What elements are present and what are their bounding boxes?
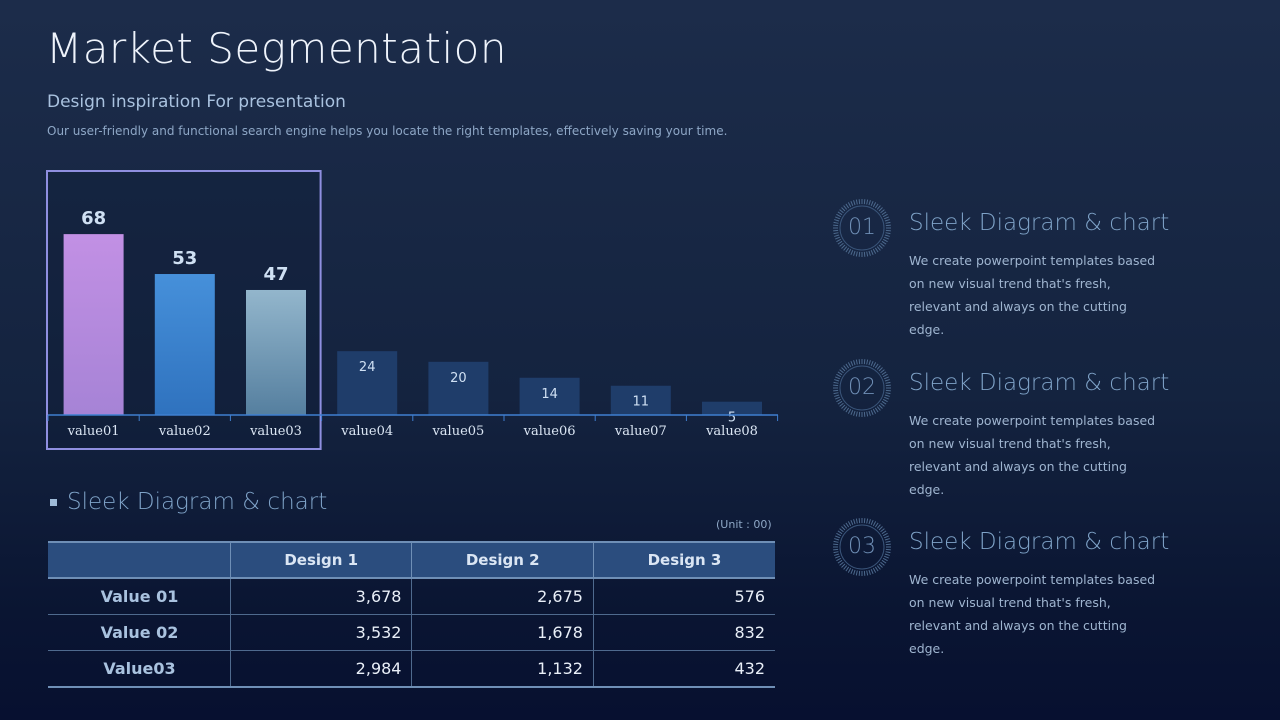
table-header-cell: Design 3 [592, 541, 775, 579]
page-description: Our user-friendly and functional search … [47, 124, 728, 138]
feature-title: Sleek Diagram & chart [909, 370, 1170, 396]
x-tick-label: value01 [67, 424, 120, 439]
unit-label: (Unit : 00) [716, 518, 772, 531]
table-cell: 1,678 [411, 614, 594, 651]
table-header-row: Design 1 Design 2 Design 3 [48, 541, 775, 579]
feature-body: We create powerpoint templates based on … [909, 413, 1156, 497]
table-header-cell [48, 541, 231, 579]
table-section-title-text: Sleek Diagram & chart [67, 489, 328, 515]
bar [246, 289, 306, 415]
row-label: Value03 [48, 650, 231, 688]
data-label: 11 [633, 395, 650, 410]
feature-number: 03 [848, 534, 876, 559]
bar [428, 361, 489, 415]
data-label: 14 [541, 387, 558, 402]
table-cell: 3,532 [229, 614, 412, 651]
table-cell: 2,675 [411, 578, 594, 615]
data-label: 47 [263, 264, 288, 285]
table-header-cell: Design 2 [411, 541, 594, 579]
table-cell: 1,132 [411, 650, 594, 688]
x-tick-label: value05 [431, 424, 484, 439]
x-tick-label: value04 [340, 424, 393, 439]
table-cell: 576 [592, 578, 775, 615]
table-section-title: Sleek Diagram & chart [50, 489, 327, 515]
table-row: Value 01 3,678 2,675 576 [48, 578, 775, 615]
square-bullet-icon [50, 498, 57, 506]
bar [519, 377, 580, 415]
data-label: 68 [81, 208, 106, 229]
row-label: Value 02 [48, 614, 231, 651]
bar [702, 401, 762, 415]
data-label: 5 [728, 411, 736, 426]
x-tick-label: value07 [614, 424, 667, 439]
page-title: Market Segmentation [46, 24, 507, 73]
feature-title: Sleek Diagram & chart [909, 210, 1170, 236]
x-tick-label: value08 [705, 424, 758, 439]
feature-number: 01 [848, 215, 876, 240]
feature-number: 02 [848, 375, 876, 400]
table-header-cell: Design 1 [229, 541, 412, 579]
feature-body: We create powerpoint templates based on … [909, 572, 1156, 656]
feature-body: We create powerpoint templates based on … [909, 253, 1156, 337]
table-row: Value03 2,984 1,132 432 [48, 650, 775, 688]
table-row: Value 02 3,532 1,678 832 [48, 614, 775, 651]
data-label: 24 [359, 360, 376, 375]
x-tick-label: value03 [249, 424, 302, 439]
row-label: Value 01 [48, 578, 231, 615]
bar [154, 274, 215, 415]
x-tick-label: value06 [523, 424, 576, 439]
sunburst-badge-icon [833, 359, 891, 417]
sunburst-badge-icon [833, 199, 891, 257]
table-cell: 3,678 [229, 578, 412, 615]
x-tick-label: value02 [158, 424, 211, 439]
table-cell: 2,984 [229, 650, 412, 688]
data-table: Design 1 Design 2 Design 3 Value 01 3,67… [48, 541, 775, 688]
bar [63, 234, 124, 415]
sunburst-badge-icon [833, 518, 891, 576]
table-cell: 832 [592, 614, 775, 651]
data-label: 20 [450, 371, 467, 386]
feature-title: Sleek Diagram & chart [909, 529, 1170, 555]
bar-chart: 68 value01 53 value02 47 value03 24 value04 20 va… [46, 170, 779, 450]
bar [610, 385, 671, 415]
data-label: 53 [172, 248, 197, 269]
page-subtitle: Design inspiration For presentation [47, 92, 346, 112]
table-cell: 432 [592, 650, 775, 688]
bar [337, 351, 398, 415]
